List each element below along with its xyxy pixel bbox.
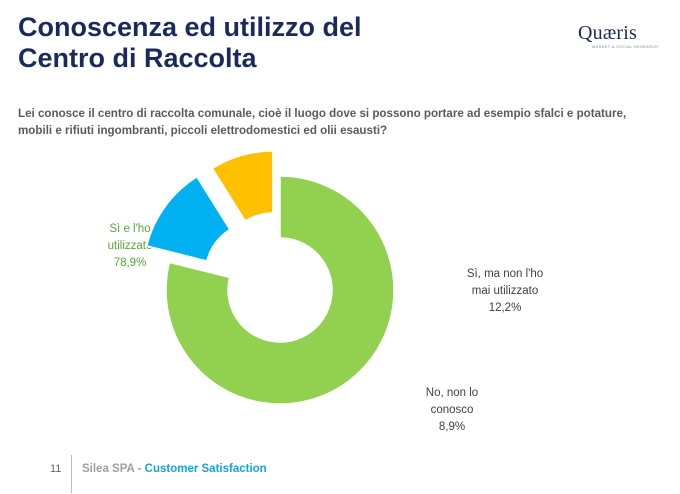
page-title-line-2: Centro di Raccolta — [18, 43, 257, 73]
slice-label-2: Sì, ma non l'ho mai utilizzato 12,2% — [467, 268, 543, 314]
slice-value-1: 78,9% — [114, 257, 147, 269]
page-title-line-1: Conoscenza ed utilizzo del — [18, 12, 362, 42]
footer-company: Silea SPA - — [82, 463, 145, 475]
slice-name-1-line-2: utilizzato — [108, 240, 153, 252]
slice-label-1: Sì e l'ho utilizzato 78,9% — [108, 223, 153, 269]
slice-label-3: No, non lo conosco 8,9% — [426, 387, 478, 433]
logo-tagline: MARKET & SOCIAL RESEARCH — [592, 44, 659, 49]
donut-slice-3 — [211, 150, 274, 222]
slice-name-3-line-1: No, non lo — [426, 387, 478, 399]
slice-value-2: 12,2% — [489, 302, 522, 314]
footer-divider — [71, 455, 72, 493]
footer-caption: Silea SPA - Customer Satisfaction — [82, 463, 267, 475]
slice-name-1-line-1: Sì e l'ho — [109, 223, 150, 235]
slice-name-3-line-2: conosco — [431, 404, 474, 416]
donut-slice-1 — [165, 175, 395, 405]
footer-section: Customer Satisfaction — [144, 463, 267, 475]
slice-name-2-line-2: mai utilizzato — [472, 285, 538, 297]
donut-slice-2 — [145, 175, 231, 262]
page-number: 11 — [50, 463, 62, 475]
logo-wordmark: Quæris — [578, 22, 637, 44]
survey-question: Lei conosce il centro di raccolta comuna… — [18, 107, 627, 137]
slice-name-2-line-1: Sì, ma non l'ho — [467, 268, 543, 280]
slice-value-3: 8,9% — [439, 421, 465, 433]
page-title: Conoscenza ed utilizzo del Centro di Rac… — [18, 12, 362, 74]
quaeris-logo: Quæris MARKET & SOCIAL RESEARCH — [578, 22, 659, 50]
